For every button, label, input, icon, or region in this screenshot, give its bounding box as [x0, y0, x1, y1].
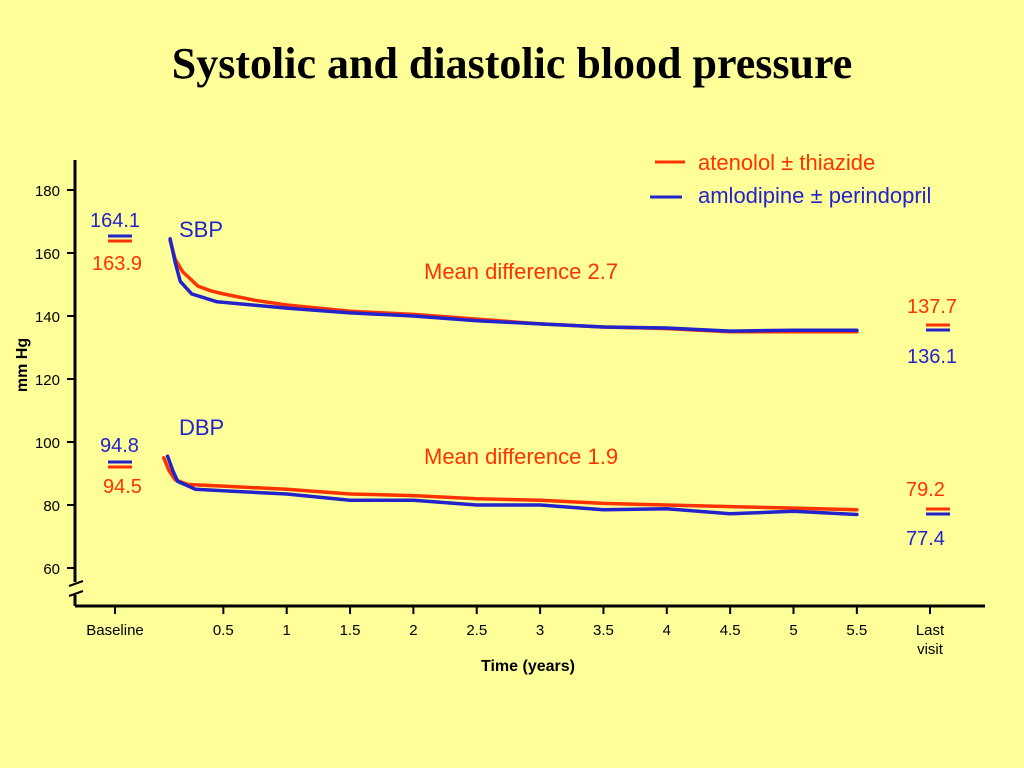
y-tick-label: 180	[35, 183, 60, 200]
dbp-label: DBP	[179, 415, 224, 440]
y-tick-label: 60	[43, 561, 60, 578]
x-tick-label: Baseline	[86, 622, 144, 639]
sbp-series-amlodipine-line	[168, 237, 859, 333]
slide-title: Systolic and diastolic blood pressure	[171, 39, 853, 88]
x-tick-label: Last visit	[916, 622, 945, 658]
sbp-last-amlodipine-value: 136.1	[907, 346, 957, 368]
legend-label-atenolol: atenolol ± thiazide	[698, 150, 875, 175]
x-tick-label: 3	[536, 622, 544, 639]
x-tick-label: 3.5	[593, 622, 614, 639]
x-tick-label: 5.5	[846, 622, 867, 639]
dbp-mean-difference: Mean difference 1.9	[424, 444, 618, 469]
x-axis-label: Time (years)	[481, 658, 575, 675]
legend-label-amlodipine: amlodipine ± perindopril	[698, 183, 931, 208]
dbp-series-amlodipine-line	[165, 454, 859, 517]
sbp-baseline-amlodipine-value: 164.1	[90, 210, 140, 232]
x-tick-label: 1.5	[340, 622, 361, 639]
sbp-last-atenolol-value: 137.7	[907, 296, 957, 318]
x-tick-label: 5	[789, 622, 797, 639]
x-tick-label: 1	[283, 622, 291, 639]
y-tick-label: 120	[35, 372, 60, 389]
y-tick-label: 160	[35, 246, 60, 263]
x-tick-label: 4.5	[720, 622, 741, 639]
sbp-series-atenolol-line	[168, 238, 859, 334]
y-tick-label: 100	[35, 435, 60, 452]
y-axis-break-mark	[68, 590, 84, 597]
x-tick-label: 0.5	[213, 622, 234, 639]
sbp-label: SBP	[179, 217, 223, 242]
sbp-baseline-atenolol-value: 163.9	[92, 253, 142, 275]
y-tick-label: 140	[35, 309, 60, 326]
y-tick-label: 80	[43, 498, 60, 515]
x-tick-label: 4	[663, 622, 671, 639]
dbp-last-atenolol-value: 79.2	[906, 479, 945, 501]
y-axis-label: mm Hg	[14, 338, 31, 392]
sbp-mean-difference: Mean difference 2.7	[424, 259, 618, 284]
dbp-baseline-amlodipine-value: 94.8	[100, 435, 139, 457]
dbp-last-amlodipine-value: 77.4	[906, 528, 945, 550]
x-tick-label: 2	[409, 622, 417, 639]
x-tick-label: 2.5	[466, 622, 487, 639]
y-axis-break-mark	[68, 580, 84, 587]
dbp-baseline-atenolol-value: 94.5	[103, 476, 142, 498]
